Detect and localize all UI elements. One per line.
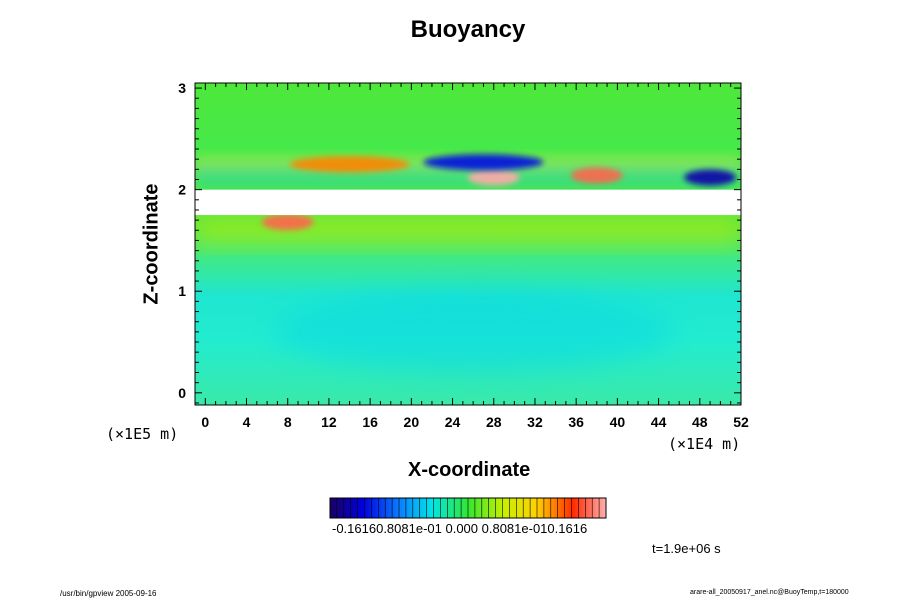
heatmap-feature — [423, 154, 544, 171]
x-tick-label: 4 — [243, 414, 251, 430]
footer-command-label: /usr/bin/gpview 2005-09-16 — [60, 589, 157, 598]
x-axis-scale-label: (×1E4 m) — [668, 435, 741, 453]
y-tick-label: 2 — [178, 182, 186, 198]
x-tick-label: 8 — [284, 414, 292, 430]
missing-data-band — [195, 189, 741, 216]
heatmap-feature — [570, 167, 623, 184]
x-tick-label: 12 — [321, 414, 337, 430]
heatmap-feature — [273, 291, 674, 372]
footer-file-label: arare-all_20050917_anel.nc@BuoyTemp,t=18… — [690, 589, 849, 596]
plot-frame — [194, 82, 742, 406]
x-tick-label: 32 — [527, 414, 543, 430]
x-tick-label: 48 — [692, 414, 708, 430]
x-tick-label: 36 — [568, 414, 584, 430]
chart-title: Buoyancy — [410, 16, 526, 43]
x-tick-label: 0 — [201, 414, 209, 430]
y-tick-label: 1 — [178, 283, 186, 299]
x-axis-label: X-coordinate — [408, 459, 531, 481]
x-tick-label: 44 — [651, 414, 667, 430]
x-tick-label: 52 — [733, 414, 749, 430]
heatmap-field — [195, 83, 741, 405]
colorbar-tick-labels: -0.16160.8081e-01 0.000 0.8081e-010.1616 — [332, 521, 588, 536]
x-tick-label: 20 — [404, 414, 420, 430]
x-tick-label: 28 — [486, 414, 502, 430]
heatmap-feature — [261, 214, 314, 231]
x-tick-label: 24 — [445, 414, 461, 430]
x-tick-label: 16 — [362, 414, 378, 430]
y-tick-label: 0 — [178, 385, 186, 401]
heatmap-feature — [289, 156, 410, 173]
y-axis-label: Z-coordinate — [140, 183, 163, 305]
colorbar — [329, 497, 607, 519]
heatmap-feature — [467, 169, 520, 186]
axis-ticks — [194, 83, 742, 405]
x-tick-label: 40 — [610, 414, 626, 430]
time-label: t=1.9e+06 s — [652, 541, 721, 556]
y-tick-label: 3 — [178, 80, 186, 96]
y-axis-scale-label: (×1E5 m) — [106, 425, 179, 443]
heatmap-feature — [684, 169, 737, 186]
